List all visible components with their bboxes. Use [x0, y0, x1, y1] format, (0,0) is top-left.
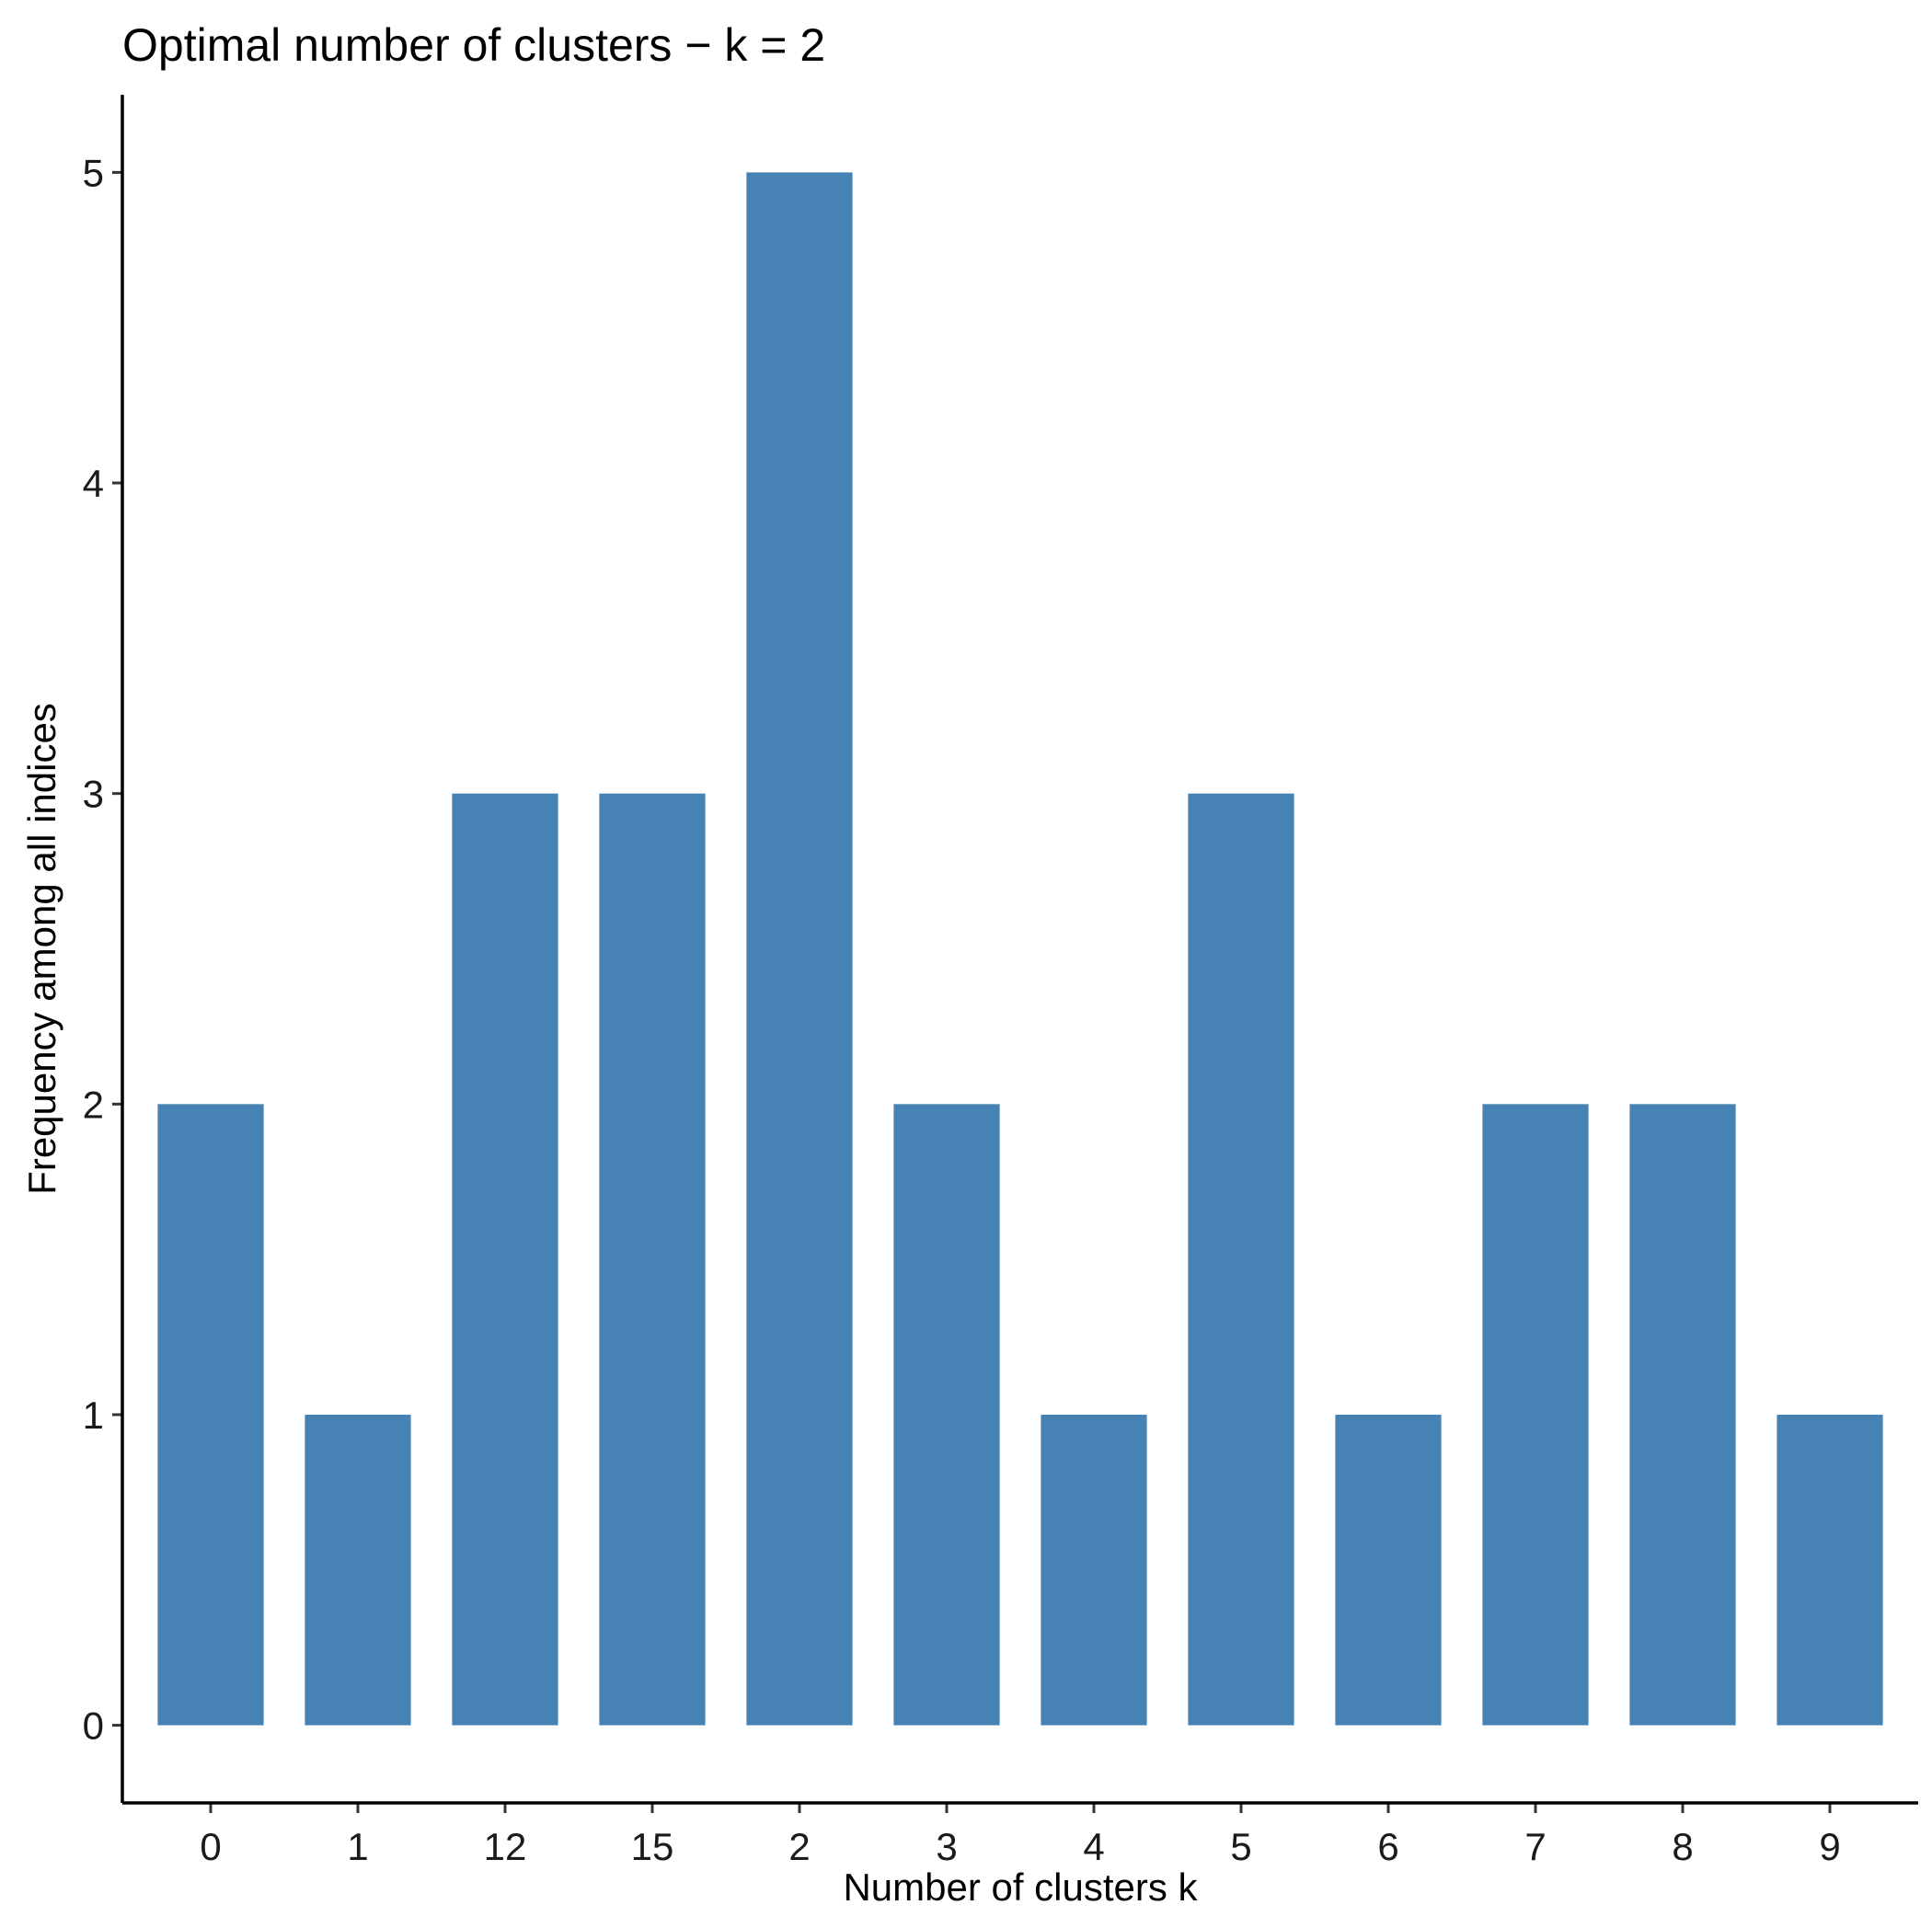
bar-8: [1629, 1104, 1736, 1726]
bar-1: [305, 1414, 411, 1726]
bar-9: [1777, 1414, 1883, 1726]
y-tick-label: 1: [83, 1394, 104, 1437]
x-tick-label: 8: [1672, 1825, 1693, 1868]
chart-title: Optimal number of clusters − k = 2: [122, 19, 825, 71]
x-tick-label: 12: [484, 1825, 527, 1868]
x-tick-label: 1: [347, 1825, 368, 1868]
y-axis-ticks: 0 1 2 3 4 5: [83, 151, 122, 1748]
y-tick-label: 5: [83, 151, 104, 194]
bar-2: [746, 172, 853, 1726]
x-tick-label: 3: [936, 1825, 957, 1868]
x-tick-label: 6: [1377, 1825, 1398, 1868]
bar-7: [1482, 1104, 1589, 1726]
y-axis-title: Frequency among all indices: [20, 703, 63, 1195]
x-axis-ticks: 0 1 12 15 2 3 4 5 6 7 8 9: [200, 1803, 1841, 1868]
x-axis-title: Number of clusters k: [843, 1865, 1198, 1909]
bars-group: [157, 172, 1883, 1726]
y-tick-label: 4: [83, 462, 104, 505]
x-tick-label: 9: [1819, 1825, 1840, 1868]
x-tick-label: 2: [788, 1825, 810, 1868]
x-tick-label: 15: [631, 1825, 674, 1868]
y-tick-label: 3: [83, 773, 104, 816]
bar-4: [1041, 1414, 1147, 1726]
x-tick-label: 4: [1083, 1825, 1104, 1868]
bar-6: [1335, 1414, 1442, 1726]
y-tick-label: 0: [83, 1704, 104, 1748]
x-tick-label: 0: [200, 1825, 221, 1868]
bar-3: [893, 1104, 1000, 1726]
bar-15: [599, 793, 706, 1726]
x-tick-label: 7: [1524, 1825, 1546, 1868]
bar-12: [452, 793, 558, 1726]
bar-5: [1188, 793, 1294, 1726]
x-tick-label: 5: [1230, 1825, 1251, 1868]
bar-0: [157, 1104, 264, 1726]
y-tick-label: 2: [83, 1083, 104, 1126]
